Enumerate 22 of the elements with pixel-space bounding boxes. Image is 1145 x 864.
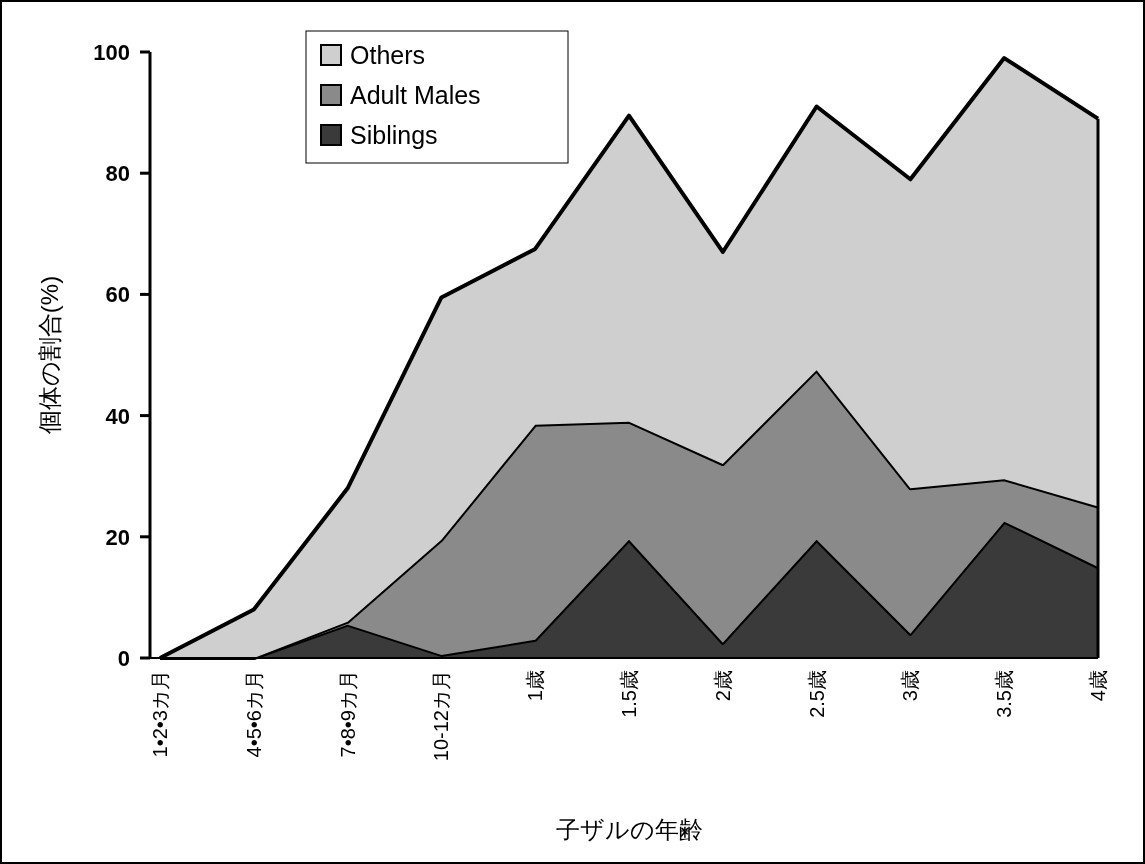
legend-label: Others [350,41,426,69]
x-tick-label: 1歳 [524,670,547,702]
legend-label: Siblings [350,121,438,149]
x-tick-label: 2歳 [711,670,734,702]
legend-label: Adult Males [350,81,481,109]
y-tick-label: 40 [105,403,130,429]
y-axis-title: 個体の割合(%) [36,275,63,435]
y-tick-label: 20 [105,524,130,550]
y-tick-label: 100 [93,40,130,65]
y-tick-label: 80 [105,161,130,187]
x-tick-label: 1•2•3カ月 [149,670,171,758]
y-tick-label: 60 [105,282,130,308]
x-tick-label: 2.5歳 [805,670,828,718]
x-tick-label: 7•8•9カ月 [336,670,359,758]
x-tick-label: 3.5歳 [993,670,1016,718]
x-tick-label: 4•5•6カ月 [242,670,265,758]
x-tick-label: 10-12カ月 [430,670,453,762]
x-tick-label: 3歳 [899,670,922,702]
y-tick-label: 0 [117,646,130,671]
x-tick-label: 1.5歳 [618,670,640,718]
x-tick-label: 4歳 [1087,670,1109,702]
x-axis-title: 子ザルの年齢 [555,816,703,843]
